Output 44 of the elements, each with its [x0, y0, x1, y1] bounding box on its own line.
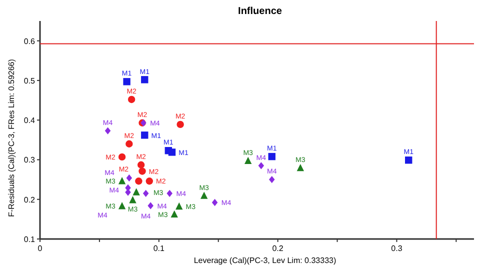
point: [148, 202, 154, 210]
point: [200, 192, 208, 199]
point: [118, 153, 126, 161]
y-tick-label: 0.2: [24, 195, 36, 204]
point: [258, 162, 264, 170]
point: [296, 164, 304, 172]
point: [126, 174, 132, 182]
point: [132, 188, 140, 196]
point: [126, 140, 133, 148]
point: [212, 198, 218, 206]
point: [168, 148, 176, 156]
point: [118, 202, 126, 210]
point: [176, 202, 183, 210]
point: [123, 78, 130, 86]
x-axis-title: Leverage (Cal)(PC-3, Lev Lim: 0.33333): [194, 256, 336, 265]
point: [128, 96, 136, 104]
point: [405, 156, 412, 164]
point: [137, 161, 145, 168]
point: [129, 196, 136, 204]
y-tick-label: 0.5: [24, 76, 36, 86]
point: [141, 76, 148, 84]
point: [138, 168, 146, 175]
y-tick-label: 0.3: [24, 156, 36, 165]
point: [135, 178, 142, 185]
y-tick-label: 0.4: [24, 116, 36, 126]
point: [166, 190, 172, 198]
point: [118, 177, 126, 184]
point: [104, 127, 111, 134]
y-tick-label: 0.6: [24, 36, 36, 46]
point: [268, 176, 275, 184]
chart-title: Influence: [238, 6, 282, 17]
point: [170, 210, 178, 218]
point: [268, 152, 276, 160]
point: [141, 132, 148, 139]
x-tick-label: 0.2: [272, 244, 284, 253]
point: [146, 178, 153, 185]
x-tick-label: 0: [38, 244, 43, 253]
point: [176, 120, 184, 128]
y-axis-title: F-Residuals (Cal)(PC-3, FRes Lim: 0.59266): [7, 58, 16, 217]
point: [142, 190, 149, 198]
y-tick-label: 0.1: [24, 235, 36, 244]
point: [244, 156, 252, 164]
x-tick-label: 0.1: [153, 244, 166, 253]
x-tick-label: 0.3: [391, 244, 403, 253]
